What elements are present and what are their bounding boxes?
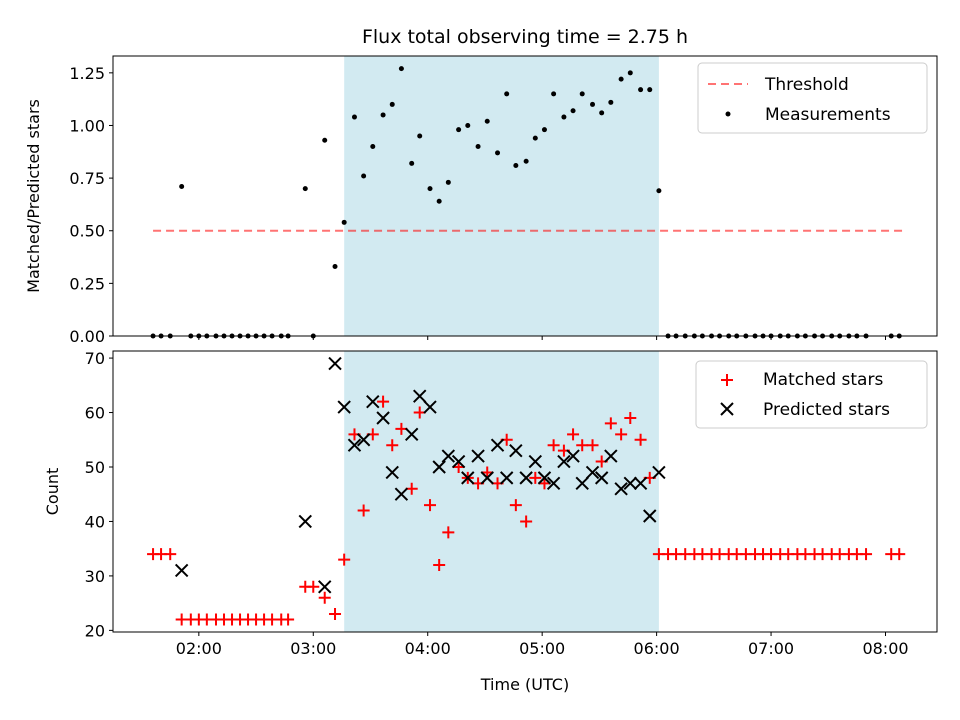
measurement-point	[179, 184, 184, 189]
measurement-point	[399, 66, 404, 71]
measurements-legend-swatch	[726, 112, 731, 117]
bottom-y-tick-label: 70	[85, 349, 105, 368]
measurement-point	[409, 161, 414, 166]
measurement-point	[465, 123, 470, 128]
measurement-point	[417, 134, 422, 139]
top-y-tick-label: 0.00	[69, 327, 105, 346]
top-legend: Threshold Measurements	[698, 63, 927, 133]
bottom-shaded-span	[344, 351, 659, 632]
measurement-point	[370, 144, 375, 149]
bottom-y-tick-label: 50	[85, 458, 105, 477]
measurement-point	[381, 112, 386, 117]
bottom-y-tick-label: 20	[85, 621, 105, 640]
measurement-point	[390, 102, 395, 107]
matched-legend-label: Matched stars	[763, 370, 883, 390]
measurement-point	[647, 87, 652, 92]
bottom-y-axis-label: Count	[43, 468, 62, 516]
measurement-point	[495, 150, 500, 155]
measurement-point	[456, 127, 461, 132]
measurement-point	[361, 174, 366, 179]
measurement-point	[476, 144, 481, 149]
measurement-point	[504, 91, 509, 96]
top-y-tick-label: 0.75	[69, 169, 105, 188]
x-tick-label: 08:00	[862, 639, 908, 658]
measurement-point	[533, 136, 538, 141]
predicted-legend-label: Predicted stars	[763, 400, 890, 420]
measurement-point	[571, 108, 576, 113]
measurement-point	[437, 199, 442, 204]
measurement-point	[485, 119, 490, 124]
figure: Flux total observing time = 2.75 h 0.00 0…	[0, 0, 960, 720]
threshold-legend-label: Threshold	[764, 75, 849, 95]
measurement-point	[542, 127, 547, 132]
x-tick-label: 04:00	[405, 639, 451, 658]
x-tick-label: 07:00	[748, 639, 794, 658]
x-tick-label: 03:00	[290, 639, 336, 658]
bottom-legend: Matched stars Predicted stars	[696, 361, 927, 428]
top-y-tick-label: 0.25	[69, 274, 105, 293]
measurement-point	[352, 115, 357, 120]
measurement-point	[628, 70, 633, 75]
top-y-tick-label: 0.50	[69, 222, 105, 241]
measurement-point	[551, 91, 556, 96]
top-shade-layer	[344, 56, 659, 336]
measurement-point	[608, 100, 613, 105]
bottom-y-tick-label: 40	[85, 512, 105, 531]
measurement-point	[513, 163, 518, 168]
bottom-y-tick-label: 60	[85, 404, 105, 423]
x-tick-label: 05:00	[519, 639, 565, 658]
measurement-point	[599, 110, 604, 115]
top-y-axis-label: Matched/Predicted stars	[24, 99, 43, 293]
measurement-point	[590, 102, 595, 107]
measurement-point	[656, 188, 661, 193]
measurement-point	[619, 77, 624, 82]
measurement-point	[322, 138, 327, 143]
top-shaded-span	[344, 56, 659, 336]
measurement-point	[524, 159, 529, 164]
measurement-point	[561, 115, 566, 120]
measurement-point	[303, 186, 308, 191]
x-axis-label: Time (UTC)	[480, 675, 569, 694]
bottom-y-tick-label: 30	[85, 567, 105, 586]
measurement-point	[580, 91, 585, 96]
measurement-point	[333, 264, 338, 269]
x-tick-label: 06:00	[634, 639, 680, 658]
measurement-point	[342, 220, 347, 225]
measurement-point	[428, 186, 433, 191]
chart-title: Flux total observing time = 2.75 h	[362, 26, 688, 48]
bottom-shade-layer	[344, 351, 659, 632]
top-y-tick-label: 1.25	[69, 64, 105, 83]
measurement-point	[446, 180, 451, 185]
measurement-point	[638, 87, 643, 92]
top-y-tick-label: 1.00	[69, 116, 105, 135]
measurements-legend-label: Measurements	[765, 105, 891, 125]
x-tick-label: 02:00	[176, 639, 222, 658]
